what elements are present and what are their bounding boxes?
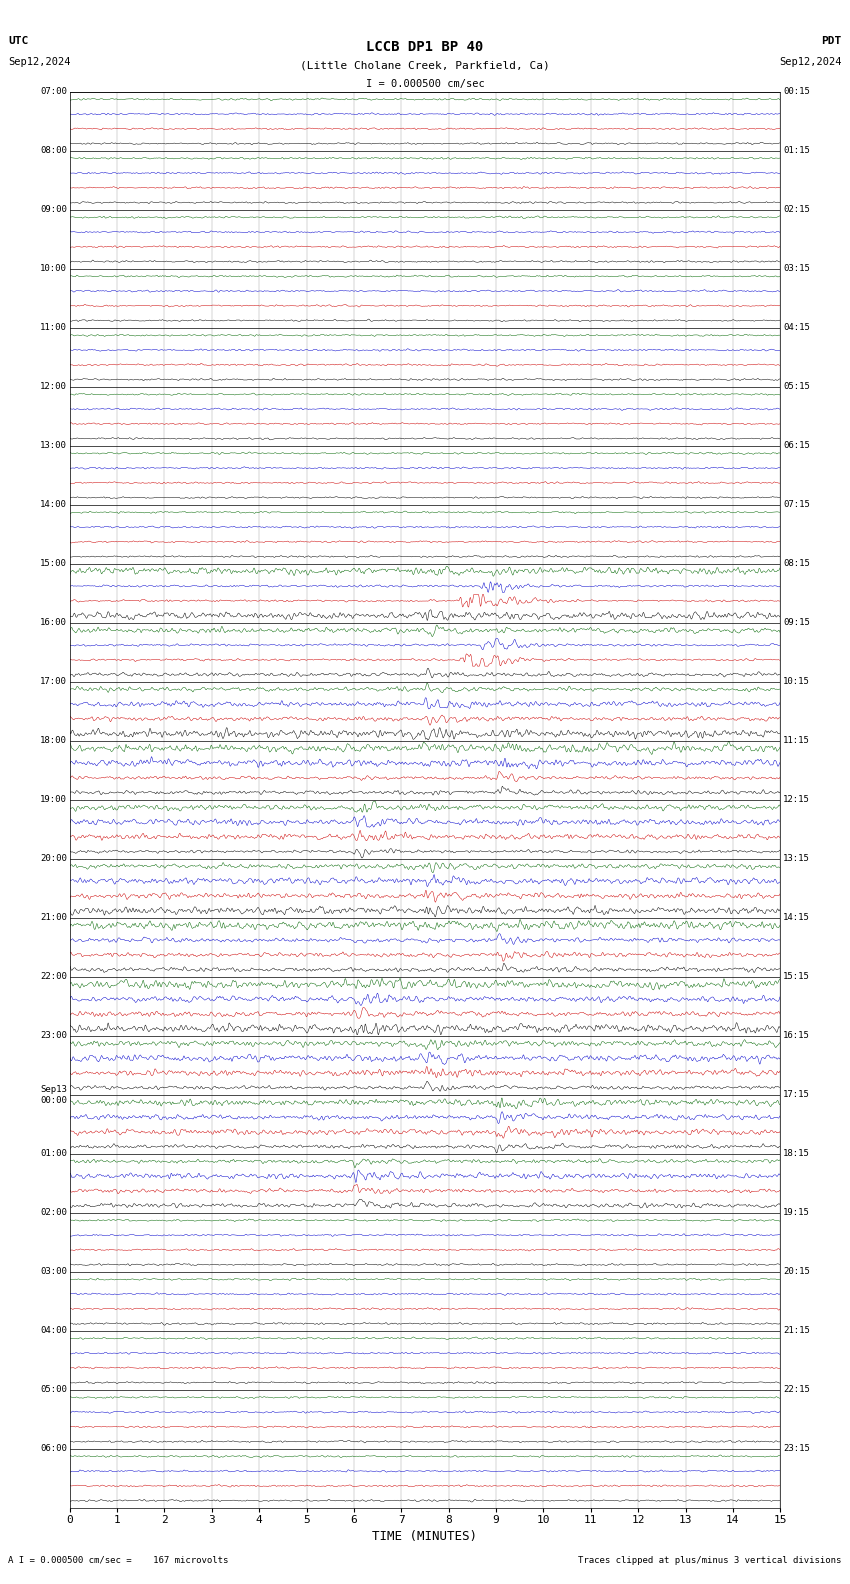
X-axis label: TIME (MINUTES): TIME (MINUTES) (372, 1530, 478, 1543)
Text: Sep12,2024: Sep12,2024 (779, 57, 842, 67)
Text: I = 0.000500 cm/sec: I = 0.000500 cm/sec (366, 79, 484, 89)
Text: Traces clipped at plus/minus 3 vertical divisions: Traces clipped at plus/minus 3 vertical … (578, 1555, 842, 1565)
Text: (Little Cholane Creek, Parkfield, Ca): (Little Cholane Creek, Parkfield, Ca) (300, 60, 550, 70)
Text: LCCB DP1 BP 40: LCCB DP1 BP 40 (366, 40, 484, 54)
Text: PDT: PDT (821, 36, 842, 46)
Text: A I = 0.000500 cm/sec =    167 microvolts: A I = 0.000500 cm/sec = 167 microvolts (8, 1555, 229, 1565)
Text: Sep12,2024: Sep12,2024 (8, 57, 71, 67)
Text: UTC: UTC (8, 36, 29, 46)
